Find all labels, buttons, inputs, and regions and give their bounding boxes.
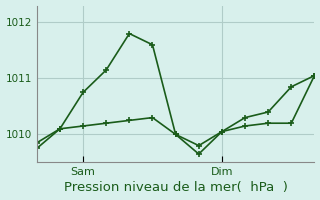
- X-axis label: Pression niveau de la mer(  hPa  ): Pression niveau de la mer( hPa ): [64, 181, 288, 194]
